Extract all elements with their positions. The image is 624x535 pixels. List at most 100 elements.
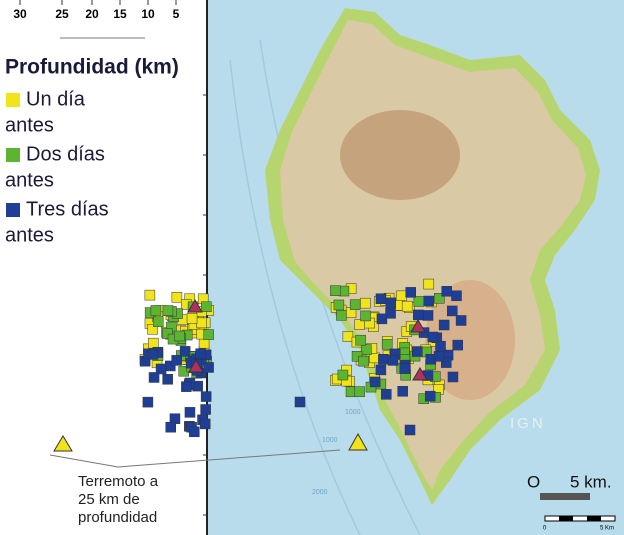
quake [162,374,173,385]
quake [153,316,164,327]
quake-major [410,319,426,333]
quake [378,353,389,365]
quake [360,297,371,309]
depth-tick-label: 15 [113,7,127,21]
quake [181,381,192,392]
quake-major [412,367,428,381]
quake [203,329,214,340]
quake [354,319,365,330]
quake [413,296,425,307]
quake [441,286,452,297]
quake [184,407,196,418]
quake [451,290,462,302]
quake [201,301,212,313]
small-scale-label: 0 [543,526,547,532]
depth-tick-label: 30 [13,7,27,21]
quake [162,305,174,316]
legend-label: Tres días [26,198,109,220]
depth-title: Profundidad (km) [5,56,179,79]
quake [200,404,211,415]
quake-major [187,299,203,313]
quake [333,299,345,311]
legend-label: antes [5,169,54,191]
quake [162,328,173,339]
contour-label: 1000 [345,409,361,416]
quake [147,323,158,335]
quake [355,334,366,346]
quake [195,348,206,360]
quake [387,355,399,366]
depth-tick-label: 5 [173,7,180,21]
quake [174,330,185,342]
quake [385,308,396,319]
quake [438,319,450,331]
quake [376,313,388,325]
quake [413,309,424,321]
quake [412,346,423,357]
quake [385,297,397,309]
quake [423,278,435,290]
annotation: 25 km de [78,491,140,508]
quake [404,424,416,436]
scale-bar [540,493,590,500]
quake [148,337,159,349]
contour-label: 1000 [322,437,338,444]
small-scale-segment [587,516,601,521]
quake [399,363,411,374]
quake [294,396,306,408]
quake [147,349,159,360]
quake [200,391,212,402]
annotation: profundidad [78,509,157,526]
quake [165,421,176,433]
legend-swatch [6,203,20,217]
quake [196,317,207,329]
legend-label: Dos días [26,143,105,165]
small-scale-segment [559,516,573,521]
quake [447,371,459,383]
quake [369,376,381,388]
depth-tick-label: 10 [141,7,155,21]
quake [360,310,371,322]
quake [422,310,434,321]
quake [186,313,198,324]
annotation: Terremoto a [78,473,159,490]
quake [455,315,467,326]
quake [199,418,211,430]
quake-marker [348,432,368,451]
quake [354,386,365,397]
quake [441,357,452,368]
contour-label: 2000 [312,489,328,496]
annotation-line [49,449,341,468]
legend-label: antes [5,114,54,136]
quake [424,390,436,402]
quake [396,290,407,302]
caldera [340,110,460,200]
quake [337,369,349,381]
quake [358,355,369,367]
scale-start: O [527,472,540,491]
quake [144,289,156,301]
quake [375,364,387,376]
quake [433,351,445,362]
scale-end: 5 km. [570,472,612,491]
quake [189,426,200,438]
quake [423,295,435,307]
quake [171,292,183,303]
quake-major [188,359,204,373]
legend-label: antes [5,224,54,246]
quake [446,305,458,317]
quake [342,331,354,342]
depth-tick-label: 20 [85,7,99,21]
quake [336,310,347,321]
legend-swatch [6,148,20,162]
legend-swatch [6,93,20,107]
quake [142,396,154,408]
quake [171,355,182,366]
quake [330,285,341,296]
small-scale-bar [544,515,616,522]
quake [427,331,439,343]
quake [381,339,393,350]
quake [375,293,387,304]
quake [434,293,445,304]
